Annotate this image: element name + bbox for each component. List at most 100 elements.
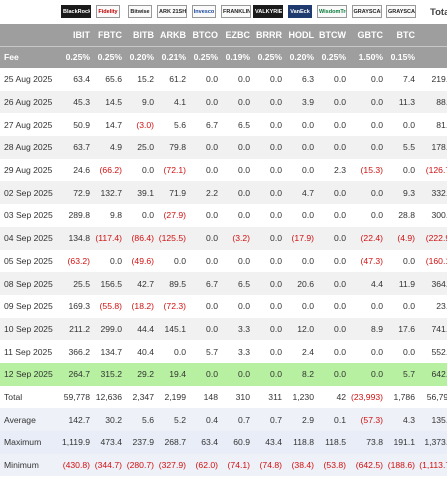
flow-cell: 29.2 [124, 362, 156, 386]
grayscale-logo: GRAYSCALE [351, 4, 382, 18]
row-total: (160.1) [425, 255, 447, 266]
flow-cell: 0.0 [252, 317, 284, 341]
row-total: (222.9) [417, 226, 447, 250]
flow-cell: 9.3 [385, 181, 417, 205]
flow-cell: 71.9 [156, 181, 188, 205]
flow-cell: 0.0 [302, 165, 314, 176]
fee-total-blank [417, 45, 447, 68]
flow-cell: 2.4 [302, 346, 314, 357]
row-date: 28 Aug 2025 [0, 136, 60, 159]
flow-cell: 4.1 [156, 90, 188, 114]
flow-cell: (55.8) [99, 301, 122, 312]
summary-cell: 2,347 [124, 385, 156, 409]
row-total: 552.7 [431, 346, 447, 357]
summary-cell: 12,636 [92, 385, 124, 409]
summary-cell: (280.7) [124, 453, 156, 477]
flow-cell: 3.3 [238, 346, 250, 357]
flow-cell: 6.5 [238, 119, 250, 130]
summary-cell: 1,119.9 [60, 431, 92, 454]
row-total: 332.8 [417, 181, 447, 205]
row-date: 27 Aug 2025 [4, 119, 53, 130]
flow-cell: 0.0 [174, 346, 186, 357]
flow-cell: 63.4 [73, 74, 90, 85]
logo-cell: GRAYSCALE [348, 0, 385, 24]
flow-cell: 5.5 [385, 136, 417, 159]
flow-cell: 0.0 [348, 181, 385, 205]
grayscale-mini-logo: GRAYSCALE [386, 4, 416, 18]
summary-cell: 268.7 [156, 431, 188, 454]
flow-cell: 0.0 [206, 74, 218, 85]
summary-cell: (38.4) [284, 453, 316, 477]
flow-cell: 0.0 [270, 165, 282, 176]
flow-cell: 14.7 [105, 119, 122, 130]
summary-cell: 1,786 [385, 385, 417, 409]
summary-cell: 142.7 [60, 408, 92, 431]
flow-cell: 72.9 [60, 181, 92, 205]
logo-cell: WisdomTree [316, 0, 348, 24]
flow-cell: 50.9 [73, 119, 90, 130]
summary-cell: 310 [220, 385, 252, 409]
summary-cell: 63.4 [188, 431, 220, 454]
flow-cell: 25.5 [60, 272, 92, 295]
summary-cell: 5.6 [124, 408, 156, 431]
logo-cell: BlackRock [60, 0, 92, 24]
flow-cell: 0.0 [174, 255, 186, 266]
summary-cell: 191.1 [385, 431, 417, 454]
flow-cell: 0.0 [142, 165, 154, 176]
flow-cell: 25.0 [124, 136, 156, 159]
summary-label: Minimum [0, 453, 60, 477]
flow-cell: 0.0 [188, 90, 220, 114]
summary-cell: (74.1) [220, 453, 252, 477]
flow-cell: 0.0 [252, 272, 284, 295]
invesco-logo: Invesco [191, 4, 217, 18]
ticker-header: ARKB [156, 24, 188, 46]
flow-cell: 4.7 [284, 181, 316, 205]
table-row: 05 Sep 2025 (63.2) 0.0 (49.6) 0.0 0.0 0.0 0.0 0.… [0, 250, 447, 273]
flow-cell: 65.6 [105, 74, 122, 85]
flow-cell: 2.3 [334, 165, 346, 176]
summary-cell: (74.8) [252, 453, 284, 477]
ticker-header: IBIT [60, 24, 92, 46]
flow-cell: 8.2 [284, 362, 316, 386]
row-total: 642.4 [417, 362, 447, 386]
flow-cell: 0.0 [188, 226, 220, 250]
logo-cell: Fidelity [92, 0, 124, 24]
flow-cell: 4.4 [348, 272, 385, 295]
table-row: 09 Sep 2025 169.3 (55.8) (18.2) (72.3) 0.0 0.0… [0, 295, 447, 318]
flow-cell: 0.0 [348, 90, 385, 114]
flow-cell: 89.5 [156, 272, 188, 295]
wisdomtree-logo: WisdomTree [317, 4, 347, 18]
row-total: 741.5 [417, 317, 447, 341]
flow-cell: 0.0 [252, 226, 284, 250]
flow-cell: (22.4) [348, 226, 385, 250]
logo-cell: GRAYSCALE [385, 0, 417, 24]
flow-cell: 0.0 [188, 317, 220, 341]
summary-cell: (344.7) [92, 453, 124, 477]
flow-cell: 5.7 [206, 346, 218, 357]
row-date: 04 Sep 2025 [0, 226, 60, 250]
bitwise-logo: Bitwise [128, 4, 152, 18]
flow-cell: 211.2 [60, 317, 92, 341]
fee-cell: 0.20% [124, 45, 156, 68]
flow-cell: 14.5 [92, 90, 124, 114]
flow-cell: 0.0 [371, 301, 383, 312]
flow-cell: 134.8 [60, 226, 92, 250]
row-date: 02 Sep 2025 [0, 181, 60, 205]
summary-label: Average [0, 408, 60, 431]
summary-cell: (642.5) [348, 453, 385, 477]
summary-row: Average 142.7 30.2 5.6 5.2 0.4 0.7 0.7 2.9 0.1 (57… [0, 408, 447, 431]
flow-cell: 8.9 [348, 317, 385, 341]
flow-cell: 0.0 [403, 346, 415, 357]
flow-cell: 0.0 [238, 301, 250, 312]
flow-cell: (49.6) [131, 255, 154, 266]
row-date: 10 Sep 2025 [0, 317, 60, 341]
logo-cell: VALKYRIE [252, 0, 284, 24]
flow-cell: 9.0 [124, 90, 156, 114]
flow-cell: (27.9) [163, 210, 186, 221]
flow-cell: 0.0 [220, 90, 252, 114]
flow-cell: 39.1 [124, 181, 156, 205]
total-column-header: Total [417, 0, 447, 24]
flow-cell: 0.0 [348, 362, 385, 386]
flow-cell: 0.0 [206, 210, 218, 221]
summary-cell: 4.3 [385, 408, 417, 431]
